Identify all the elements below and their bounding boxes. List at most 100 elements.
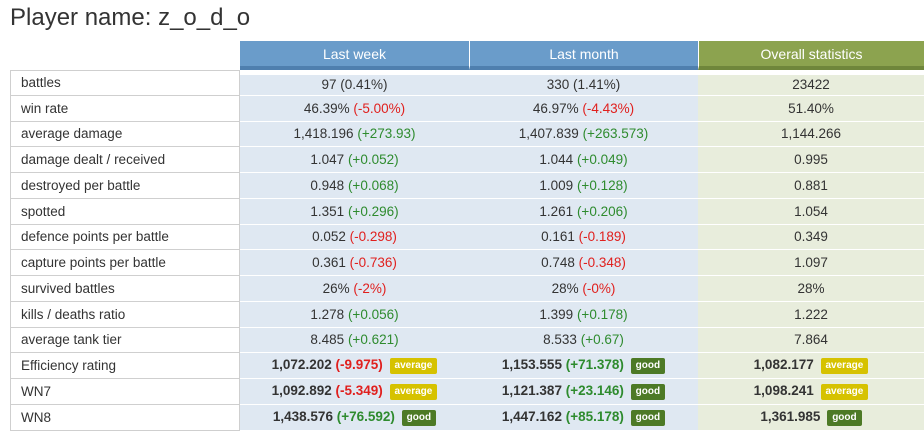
overall-value: 1,098.241 <box>753 382 814 398</box>
month-cell: 1.009 (+0.128) <box>469 173 698 199</box>
week-delta: (-2%) <box>353 280 387 296</box>
week-delta: (+0.056) <box>347 306 399 322</box>
table-row: WN7 1,092.892 (-5.349) average 1,121.387 (… <box>10 379 924 405</box>
overall-cell: 1,144.266 <box>698 121 924 148</box>
column-header-last-week: Last week <box>240 41 469 70</box>
month-value: 1.261 <box>539 203 574 219</box>
table-row: spotted 1.351 (+0.296) 1.261 (+0.206) 1.054 <box>10 198 924 225</box>
table-row: battles 97 (0.41%) 330 (1.41%) 23422 <box>10 70 924 96</box>
month-cell: 1,447.162 (+85.178) good <box>469 404 698 431</box>
row-label-average-damage: average damage <box>10 121 240 148</box>
player-stats-table: Last week Last month Overall statistics … <box>10 41 924 431</box>
week-delta: (-0.736) <box>349 255 397 271</box>
overall-cell: 1,361.985 good <box>698 404 924 431</box>
week-value: 1,072.202 <box>271 357 332 373</box>
week-delta: (+0.296) <box>347 203 399 219</box>
week-cell: 97 (0.41%) <box>240 70 469 96</box>
week-value: 8.485 <box>310 332 345 348</box>
week-cell: 1,418.196 (+273.93) <box>240 121 469 148</box>
week-delta: (-9.975) <box>335 357 383 373</box>
week-value: 1.278 <box>310 306 345 322</box>
month-delta: (+0.178) <box>576 306 628 322</box>
month-value: 1,121.387 <box>501 382 562 398</box>
column-header-last-month: Last month <box>469 41 698 70</box>
month-cell: 1.044 (+0.049) <box>469 147 698 173</box>
week-delta: (-5.349) <box>335 382 383 398</box>
row-label-kills-deaths-ratio: kills / deaths ratio <box>10 301 240 328</box>
table-row: destroyed per battle 0.948 (+0.068) 1.009 … <box>10 173 924 199</box>
week-value: 0.948 <box>310 177 345 193</box>
week-cell: 1.047 (+0.052) <box>240 147 469 173</box>
month-value: 8.533 <box>543 332 577 348</box>
overall-cell: 0.995 <box>698 147 924 173</box>
week-value: 1,092.892 <box>271 382 332 398</box>
week-delta: (+76.592) <box>336 408 395 424</box>
week-delta: (-5.00%) <box>353 100 406 116</box>
table-body: battles 97 (0.41%) 330 (1.41%) 23422 win rat… <box>10 70 924 431</box>
month-value: 0.748 <box>541 255 575 271</box>
table-row: capture points per battle 0.361 (-0.736) 0… <box>10 250 924 276</box>
week-delta: (+0.621) <box>347 332 399 348</box>
month-delta: (-4.43%) <box>582 100 635 116</box>
row-label-spotted: spotted <box>10 198 240 225</box>
overall-cell: 1,098.241 average <box>698 379 924 405</box>
month-rating-badge: good <box>630 383 666 400</box>
month-value: 1,153.555 <box>501 357 562 373</box>
week-cell: 1,092.892 (-5.349) average <box>240 379 469 405</box>
overall-value: 7.864 <box>794 332 828 348</box>
month-delta: (-0.189) <box>578 229 626 245</box>
month-value: 330 <box>546 77 570 93</box>
week-cell: 1,438.576 (+76.592) good <box>240 404 469 431</box>
overall-cell: 1.054 <box>698 198 924 225</box>
month-rating-badge: good <box>630 409 666 426</box>
overall-value: 1,082.177 <box>753 357 814 373</box>
overall-value: 1.222 <box>794 306 828 322</box>
row-label-win-rate: win rate <box>10 95 240 122</box>
overall-rating-badge: average <box>820 383 869 400</box>
row-label-wn8: WN8 <box>10 404 240 431</box>
month-delta: (+0.67) <box>580 332 624 348</box>
month-value: 1.399 <box>539 306 574 322</box>
overall-value: 1,144.266 <box>780 126 842 142</box>
overall-value: 0.995 <box>794 152 828 168</box>
table-row: survived battles 26% (-2%) 28% (-0%) 28% <box>10 276 924 302</box>
month-cell: 1.261 (+0.206) <box>469 198 698 225</box>
header-blank-cell <box>10 41 240 70</box>
month-value: 46.97% <box>532 100 579 116</box>
overall-value: 0.349 <box>794 229 828 245</box>
overall-cell: 1.222 <box>698 301 924 328</box>
month-delta: (+263.573) <box>582 126 649 142</box>
month-delta: (+0.128) <box>576 177 628 193</box>
table-header-row: Last week Last month Overall statistics <box>10 41 924 70</box>
overall-value: 23422 <box>792 77 830 93</box>
overall-cell: 0.349 <box>698 224 924 251</box>
week-rating-badge: average <box>389 358 438 375</box>
week-delta: (0.41%) <box>340 77 388 93</box>
week-cell: 0.052 (-0.298) <box>240 224 469 251</box>
overall-value: 1.054 <box>794 203 828 219</box>
row-label-survived-battles: survived battles <box>10 276 240 302</box>
row-label-capture-points-per-battle: capture points per battle <box>10 250 240 276</box>
month-value: 1.009 <box>539 177 574 193</box>
overall-value: 0.881 <box>794 177 828 193</box>
row-label-wn7: WN7 <box>10 379 240 405</box>
column-header-overall-statistics: Overall statistics <box>698 41 924 70</box>
week-value: 0.361 <box>312 255 346 271</box>
table-row: damage dealt / received 1.047 (+0.052) 1.0… <box>10 147 924 173</box>
month-cell: 28% (-0%) <box>469 276 698 302</box>
month-delta: (+23.146) <box>565 382 624 398</box>
month-delta: (+71.378) <box>565 357 624 373</box>
week-delta: (+273.93) <box>357 126 416 142</box>
month-cell: 1,407.839 (+263.573) <box>469 121 698 148</box>
month-cell: 46.97% (-4.43%) <box>469 95 698 122</box>
month-cell: 1,121.387 (+23.146) good <box>469 379 698 405</box>
month-delta: (+85.178) <box>565 408 624 424</box>
week-value: 1,418.196 <box>293 126 354 142</box>
week-delta: (+0.052) <box>347 152 399 168</box>
overall-rating-badge: average <box>820 358 869 375</box>
overall-cell: 0.881 <box>698 173 924 199</box>
overall-cell: 28% <box>698 276 924 302</box>
month-rating-badge: good <box>630 358 666 375</box>
month-delta: (+0.206) <box>576 203 628 219</box>
week-value: 1.047 <box>310 152 345 168</box>
